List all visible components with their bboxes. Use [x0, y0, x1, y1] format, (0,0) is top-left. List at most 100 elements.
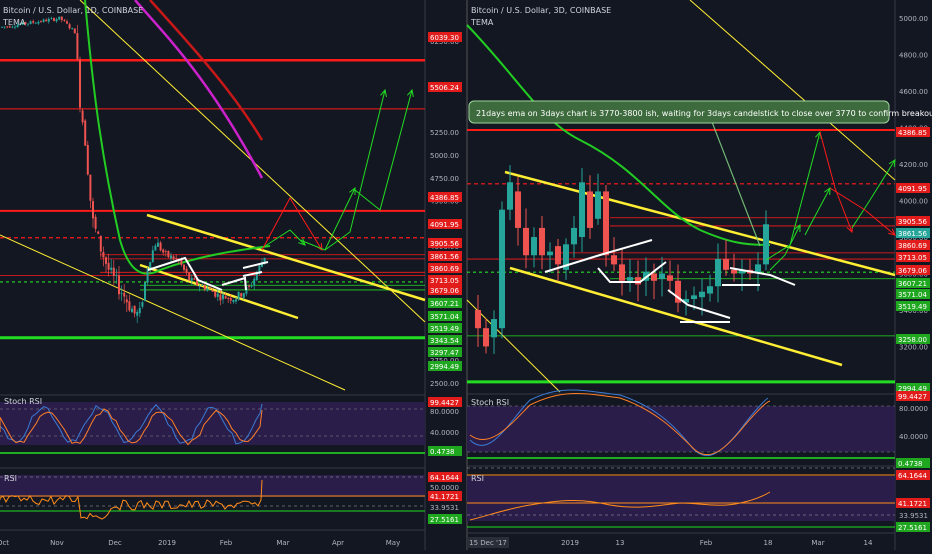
left-candle-body	[258, 265, 261, 272]
right-candle-body	[595, 191, 601, 219]
left-arrow-5	[354, 88, 414, 211]
right-stoch-d	[469, 393, 771, 456]
left-rsi-tag: 64.1644	[428, 472, 462, 482]
right-price-tick: 4600.00	[899, 88, 928, 96]
left-candle-body	[159, 242, 162, 251]
left-candle-body	[55, 19, 58, 22]
left-candle-body	[229, 298, 232, 301]
left-candle-body	[237, 291, 240, 300]
left-chart-panel[interactable]: 6250.005750.005250.005000.004750.004500.…	[0, 0, 462, 550]
right-stoch-tag-text: 0.4738	[898, 460, 923, 468]
left-candle-body	[6, 26, 9, 28]
left-rsi-tag-text: 41.1721	[430, 493, 459, 501]
left-candle-body	[14, 26, 16, 28]
right-candle-body	[675, 280, 681, 303]
left-candle-body	[242, 293, 245, 298]
left-candle-body	[76, 33, 79, 60]
left-candle-body	[138, 307, 141, 314]
right-rsi-tick: 33.9531	[899, 512, 928, 520]
right-candle-body	[691, 295, 697, 300]
right-price-tag-text: 3258.00	[898, 336, 927, 344]
left-candle-body	[263, 257, 266, 263]
left-price-tag-bg	[428, 82, 462, 92]
right-arrow-5	[829, 187, 896, 236]
left-candle-body	[29, 21, 32, 25]
right-price-tag-bg	[896, 289, 930, 299]
left-candle-body	[3, 26, 6, 28]
left-candle-body	[50, 18, 53, 20]
left-candle-body	[248, 285, 250, 287]
left-price-tag-bg	[428, 335, 462, 345]
left-price-tag: 3861.56	[428, 251, 462, 261]
right-price-tag-bg	[896, 265, 930, 275]
right-candle-body	[627, 277, 633, 281]
left-rsi-band	[0, 475, 425, 497]
right-price-tick: 4800.00	[899, 52, 928, 60]
left-price-tag-bg	[428, 298, 462, 308]
left-candle-body	[99, 235, 102, 252]
left-candle-body	[250, 285, 253, 287]
left-candle-body	[71, 28, 74, 29]
right-candle-body	[547, 251, 553, 256]
left-time-label: 2019	[158, 539, 176, 547]
left-price-tag-bg	[428, 238, 462, 248]
left-candle-body	[214, 291, 217, 297]
right-price-tick: 4200.00	[899, 161, 928, 169]
left-candle-body	[193, 278, 196, 280]
right-candle-body	[539, 227, 545, 256]
right-candle-body	[659, 273, 665, 279]
right-stoch-tag: 99.4427	[896, 391, 930, 401]
left-price-tag-bg	[428, 219, 462, 229]
left-price-tag: 3679.06	[428, 285, 462, 295]
left-candle-body	[73, 28, 76, 34]
left-candle-body	[58, 16, 61, 20]
left-candle-body	[79, 59, 81, 108]
left-rsi-tag-bg	[428, 491, 462, 501]
annotation-callout[interactable]: 21days ema on 3days chart is 3770-3800 i…	[468, 100, 932, 247]
left-candle-body	[86, 144, 89, 175]
right-chart-panel[interactable]: 5000.004800.004600.004400.004200.004000.…	[466, 0, 932, 550]
left-price-tick: 4750.00	[430, 175, 459, 183]
left-stoch-tick: 40.0000	[430, 429, 459, 437]
right-price-tag: 3679.06	[896, 265, 930, 275]
right-price-tag-bg	[896, 383, 930, 393]
left-candle-body	[151, 250, 154, 263]
right-price-tick: 5000.00	[899, 15, 928, 23]
left-flag-2	[221, 276, 247, 291]
left-candle-body	[154, 245, 157, 251]
right-price-tag-text: 3861.56	[898, 230, 927, 238]
left-channel-bottom	[139, 263, 299, 320]
right-candle-body	[611, 255, 617, 265]
left-price-tag-bg	[428, 361, 462, 371]
right-stoch-tick: 80.0000	[899, 405, 928, 413]
left-price-tick: 2500.00	[430, 380, 459, 388]
left-candle-body	[190, 278, 193, 281]
left-rsi-label: RSI	[4, 474, 17, 483]
left-candle-body	[219, 294, 222, 301]
left-trendline-lower	[0, 234, 346, 391]
left-price-tag-bg	[428, 311, 462, 321]
left-price-tag-text: 2994.49	[430, 363, 459, 371]
left-price-tag-text: 4386.85	[430, 194, 459, 202]
left-stoch-d	[0, 408, 263, 446]
left-rsi-tag: 41.1721	[428, 491, 462, 501]
left-time-label: Mar	[276, 539, 289, 547]
left-candle-body	[206, 288, 209, 291]
right-candle-body	[723, 258, 729, 270]
left-candle-body	[19, 24, 22, 25]
left-price-tag: 5506.24	[428, 82, 462, 92]
left-time-label: Nov	[50, 539, 64, 547]
left-candle-body	[66, 21, 68, 24]
left-candle-body	[201, 285, 204, 286]
left-price-tag-text: 3297.47	[430, 349, 459, 357]
left-candle-body	[1, 26, 3, 28]
left-arrow-5-line	[354, 89, 413, 211]
left-arrow-4-head	[380, 88, 387, 97]
right-chart-title: Bitcoin / U.S. Dollar, 3D, COINBASE	[471, 6, 611, 15]
left-ma-red	[149, 0, 264, 141]
left-rsi-tag-text: 64.1644	[430, 474, 459, 482]
right-time-label: Feb	[700, 539, 713, 547]
right-candle-body	[603, 191, 609, 256]
right-price-tag-text: 3713.05	[898, 254, 927, 262]
